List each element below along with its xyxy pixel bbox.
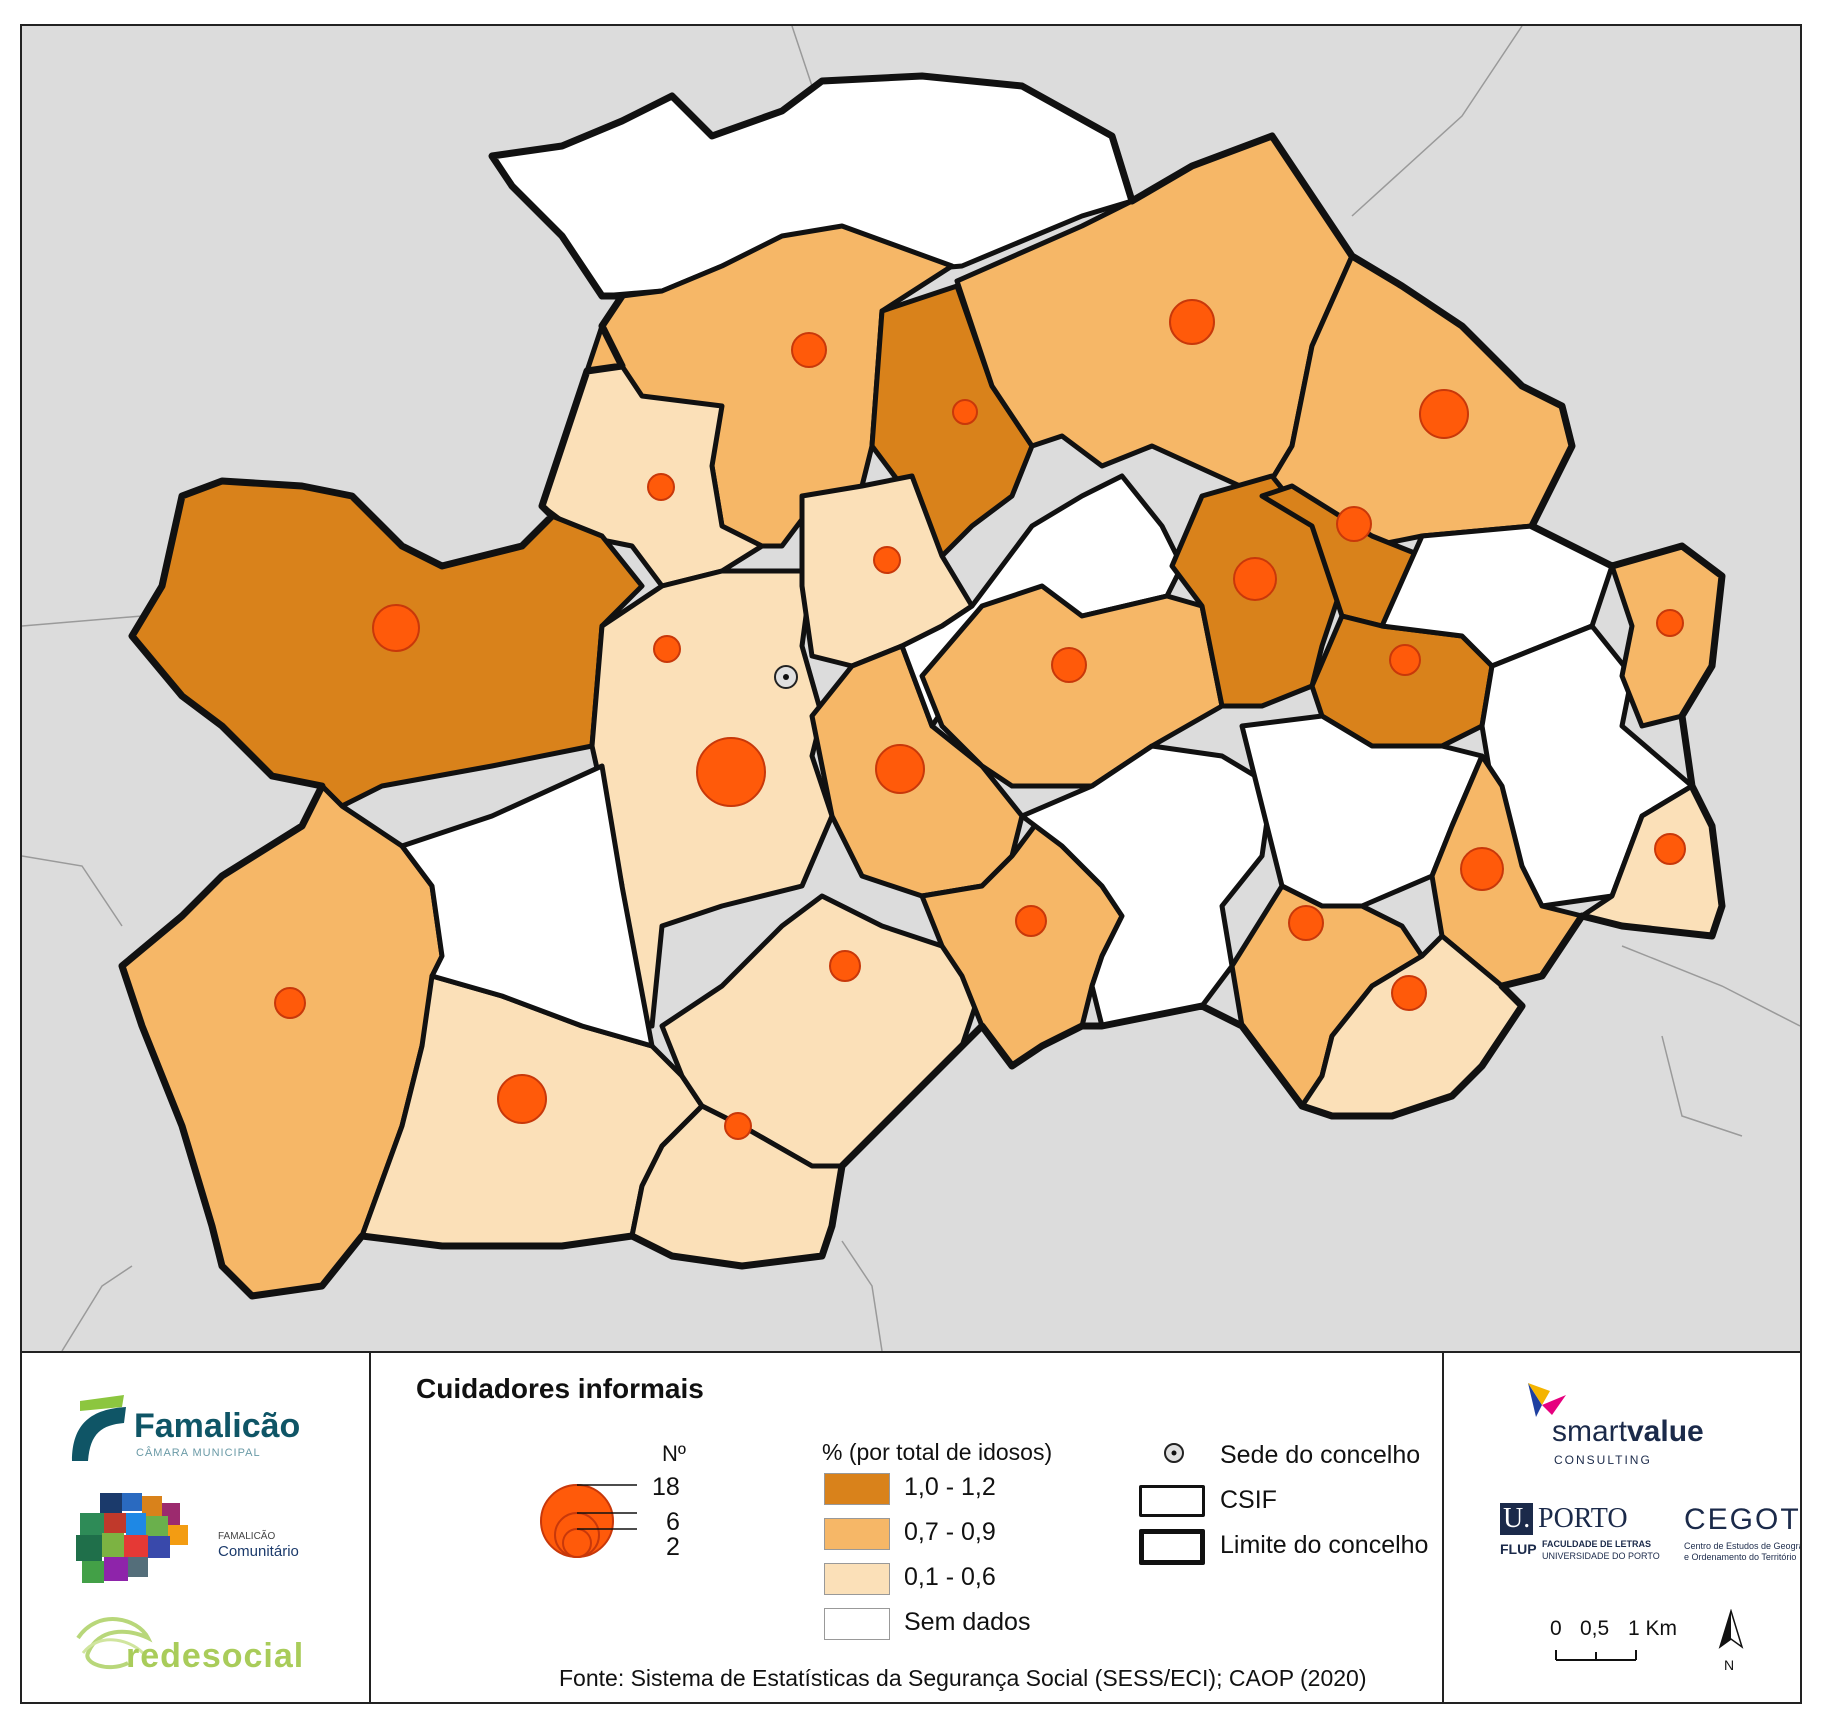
count-circle — [1233, 557, 1277, 601]
count-value-18: 18 — [652, 1473, 680, 1501]
scale-tick-0: 0 — [1550, 1617, 1562, 1640]
neighbour-boundaries — [22, 26, 1800, 1351]
seat-legend-label: Sede do concelho — [1220, 1441, 1421, 1469]
count-circle — [1654, 833, 1686, 865]
count-value-2: 2 — [666, 1533, 680, 1561]
count-circle — [1391, 975, 1427, 1011]
swatch-low — [824, 1563, 890, 1595]
count-circle — [875, 744, 925, 794]
count-circle — [372, 604, 420, 652]
count-circle — [1460, 847, 1504, 891]
redesocial-name: redesocial — [126, 1637, 305, 1675]
cegot-name: CEGOT — [1684, 1503, 1801, 1536]
flup-label: FLUP — [1500, 1541, 1537, 1557]
count-circle — [1389, 644, 1421, 676]
swatch-high — [824, 1473, 890, 1505]
count-circle — [1419, 389, 1469, 439]
count-circles — [274, 299, 1686, 1140]
parish-mosaic-icon — [76, 1493, 188, 1583]
count-circle — [696, 737, 766, 807]
flup-line1: FACULDADE DE LETRAS — [1542, 1539, 1652, 1549]
cegot-line2: e Ordenamento do Território — [1684, 1552, 1797, 1562]
north-arrow-icon — [1718, 1609, 1744, 1649]
uporto-porto: PORTO — [1538, 1503, 1628, 1534]
count-circle — [873, 546, 901, 574]
municipality-map — [22, 26, 1800, 1351]
count-circle — [647, 473, 675, 501]
count-header: Nº — [662, 1441, 686, 1466]
legend-title: Cuidadores informais — [416, 1373, 704, 1404]
csif-legend-swatch — [1139, 1485, 1205, 1517]
seat-legend-icon — [1164, 1443, 1184, 1463]
smartvalue-star-icon — [1528, 1383, 1566, 1417]
proportional-circles-legend — [540, 1484, 637, 1558]
count-circle — [724, 1112, 752, 1140]
class-label-high: 1,0 - 1,2 — [904, 1473, 996, 1501]
count-circle — [653, 635, 681, 663]
limit-legend-label: Limite do concelho — [1220, 1531, 1429, 1559]
csif-legend-label: CSIF — [1220, 1486, 1277, 1514]
cegot-line1: Centro de Estudos de Geografia — [1684, 1541, 1802, 1551]
class-label-low: 0,1 - 0,6 — [904, 1563, 996, 1591]
scale-bar — [1555, 1650, 1637, 1661]
count-circle — [1015, 905, 1047, 937]
famalicao-emblem-icon — [72, 1395, 126, 1461]
flup-line2: UNIVERSIDADE DO PORTO — [1542, 1551, 1660, 1561]
famalicao-subtitle: CÂMARA MUNICIPAL — [136, 1447, 261, 1459]
comunitario-name: Comunitário — [218, 1543, 299, 1560]
swatch-mid — [824, 1518, 890, 1550]
map-figure: Famalicão CÂMARA MUNICIPAL — [20, 24, 1802, 1704]
count-circle — [1288, 905, 1324, 941]
class-label-mid: 0,7 - 0,9 — [904, 1518, 996, 1546]
pct-header: % (por total de idosos) — [822, 1439, 1053, 1465]
count-circle — [791, 332, 827, 368]
divider — [1442, 1353, 1444, 1702]
count-value-6: 6 — [666, 1508, 680, 1536]
north-label: N — [1724, 1657, 1735, 1673]
comunitario-top: FAMALICÃO — [218, 1531, 276, 1542]
municipality-limit — [118, 72, 1726, 1300]
redesocial-swirl-icon — [76, 1617, 153, 1670]
divider — [369, 1353, 371, 1702]
consulting-label: CONSULTING — [1554, 1453, 1652, 1467]
scale-tick-1km: 1 Km — [1628, 1617, 1678, 1640]
map-area — [22, 26, 1800, 1353]
uporto-u: U. — [1500, 1503, 1534, 1535]
count-circle — [1336, 506, 1372, 542]
count-circle — [1051, 647, 1087, 683]
count-circle — [952, 399, 978, 425]
count-circle — [497, 1074, 547, 1124]
smartvalue-name: smartvalue — [1552, 1415, 1704, 1448]
count-circle — [829, 950, 861, 982]
region-west-no-data — [399, 763, 655, 1049]
class-label-no-data: Sem dados — [904, 1608, 1031, 1636]
count-circle — [274, 987, 306, 1019]
count-circle — [1656, 609, 1684, 637]
sede-do-concelho-icon — [774, 665, 798, 689]
swatch-no-data — [824, 1608, 890, 1640]
count-circle — [1169, 299, 1215, 345]
source-note: Fonte: Sistema de Estatísticas da Segura… — [559, 1665, 1367, 1691]
scale-tick-05: 0,5 — [1580, 1617, 1610, 1640]
legend-panel: Famalicão CÂMARA MUNICIPAL — [22, 1353, 1800, 1702]
limit-legend-swatch — [1139, 1529, 1205, 1565]
famalicao-name: Famalicão — [134, 1407, 301, 1445]
